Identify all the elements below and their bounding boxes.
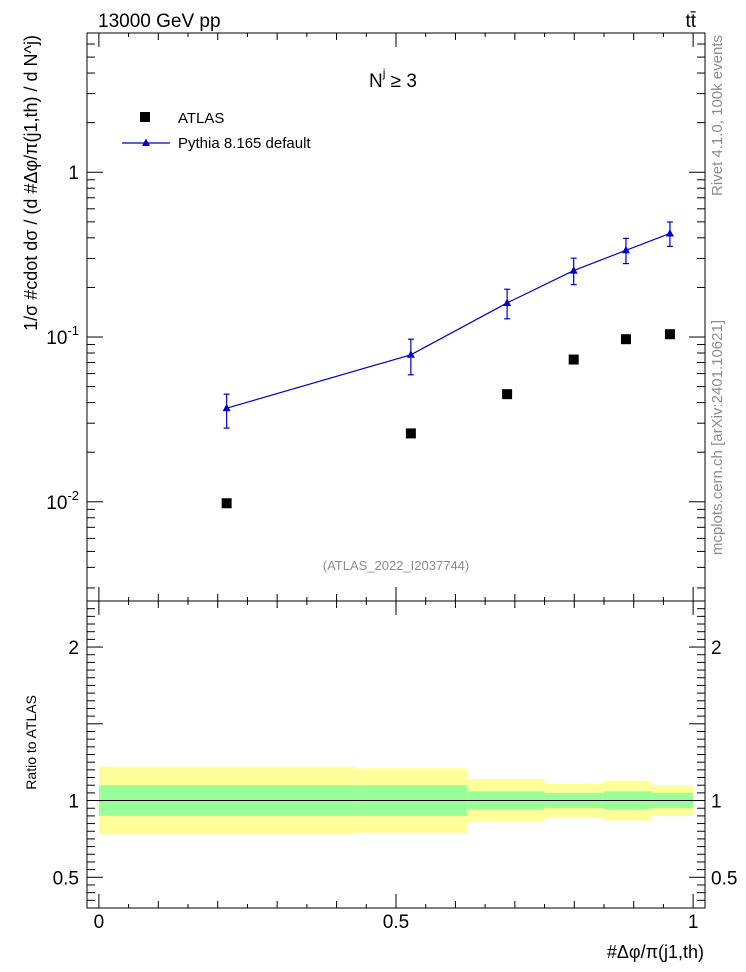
pythia-point [406, 350, 415, 358]
side-label-upper: Rivet 4.1.0, 100k events [709, 35, 726, 196]
pythia-point [621, 245, 630, 254]
pythia-point [222, 403, 231, 412]
pythia-point [503, 298, 512, 306]
atlas-point [405, 428, 416, 439]
y-tick-label: 1 [68, 163, 79, 184]
ratio-y-tick-label-right: 0.5 [711, 868, 737, 889]
y-tick-label-exponent: -2 [67, 488, 79, 503]
top-left-label: 13000 GeV pp [98, 11, 221, 32]
y-tick-label-exponent: -1 [67, 323, 79, 338]
y-tick-label-base: 10 [46, 493, 67, 514]
ratio-bands [98, 766, 694, 835]
ratio-y-tick-label-right: 1 [711, 792, 722, 813]
selection-rest: ≥ 3 [385, 71, 417, 92]
atlas-point [620, 334, 631, 345]
atlas-point [568, 354, 579, 365]
legend-atlas-label: ATLAS [178, 110, 224, 127]
legend-pythia-label: Pythia 8.165 default [178, 135, 311, 152]
selection-sup: j [382, 66, 386, 80]
ratio-y-tick-label: 2 [68, 638, 79, 659]
legend-pythia-marker [142, 138, 150, 146]
selection-base: N [369, 71, 383, 92]
pythia-point [569, 266, 578, 274]
pythia-line [226, 232, 671, 409]
ratio-frame [86, 600, 706, 909]
side-label-lower: mcplots.cern.ch [arXiv:2401.10621] [709, 320, 726, 555]
legend: ATLAS Pythia 8.165 default [122, 110, 311, 152]
watermark: (ATLAS_2022_I2037744) [323, 558, 469, 573]
main-data [221, 221, 675, 509]
ratio-y-tick-label: 1 [68, 792, 79, 813]
selection-label: Nj ≥ 3 [369, 66, 417, 92]
pythia-point [665, 228, 674, 237]
ratio-y-tick-label: 0.5 [53, 868, 79, 889]
y-tick-label: 10-1 [46, 323, 79, 349]
x-axis-label: #Δφ/π(j1,th) [607, 942, 704, 962]
x-tick-label: 0 [94, 912, 105, 933]
ratio-y-tick-label-right: 2 [711, 638, 722, 659]
y-tick-label: 10-2 [46, 488, 79, 514]
y-axis-label-ratio: Ratio to ATLAS [23, 695, 39, 790]
atlas-point [221, 498, 232, 509]
y-tick-label-base: 10 [46, 328, 67, 349]
atlas-point [502, 389, 513, 400]
top-right-label: tt̄ [685, 11, 696, 32]
atlas-point [664, 329, 675, 340]
x-tick-label: 1 [688, 912, 699, 933]
x-tick-label: 0.5 [383, 912, 409, 933]
legend-atlas-marker [140, 112, 150, 122]
y-axis-label-main: 1/σ #cdot dσ / (d #Δφ/π(j1,th) / d N^j) [21, 35, 41, 331]
